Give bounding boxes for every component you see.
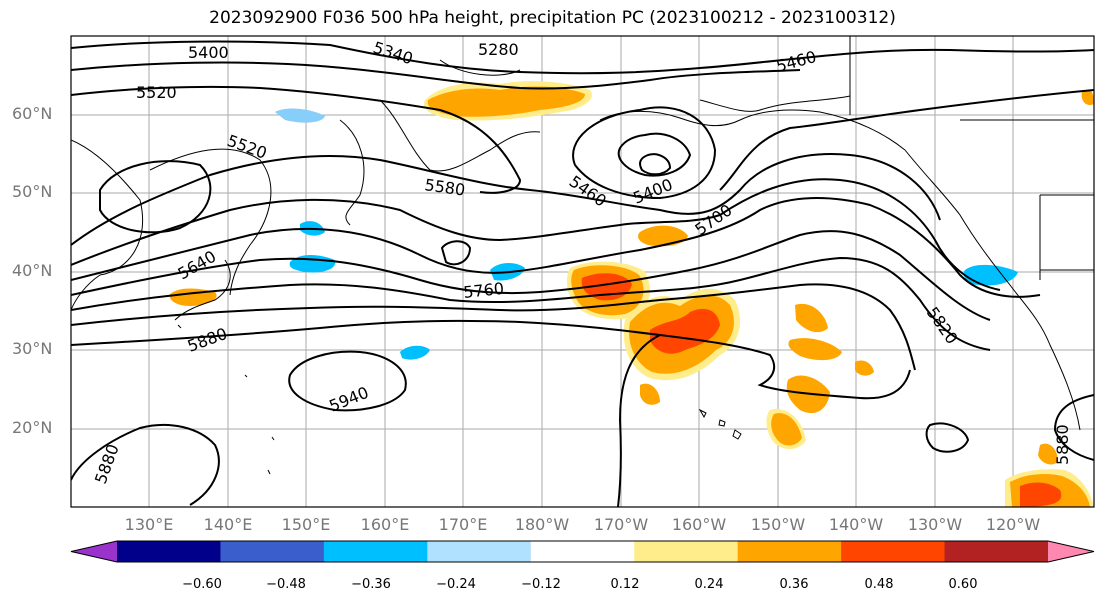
- height-contours: [71, 40, 1094, 507]
- contour-label: 5760: [462, 279, 504, 302]
- closed-contour-west: [99, 160, 212, 234]
- colorbar-outline: [70, 540, 1095, 563]
- lon-label: 150°E: [281, 515, 331, 534]
- contour-label: 5400: [188, 43, 229, 62]
- colorbar-tick-label: 0.24: [694, 577, 724, 592]
- colorbar-tick-label: 0.36: [779, 577, 809, 592]
- colorbar-swatch: [841, 541, 946, 562]
- contour-label: 5880: [1053, 424, 1072, 465]
- lon-label: 140°W: [828, 515, 884, 534]
- colorbar: [70, 540, 1095, 563]
- lat-label: 60°N: [12, 104, 53, 123]
- colorbar-extend-high: [1048, 541, 1094, 562]
- colorbar-swatch: [944, 541, 1049, 562]
- lat-label: 30°N: [12, 339, 53, 358]
- colorbar-tick-label: −0.48: [266, 577, 306, 592]
- lat-label: 20°N: [12, 418, 53, 437]
- lat-label: 50°N: [12, 182, 53, 201]
- lon-label: 140°E: [203, 515, 253, 534]
- colorbar-swatch: [737, 541, 842, 562]
- colorbar-extend-low: [71, 541, 117, 562]
- lon-label: 130°W: [907, 515, 963, 534]
- colorbar-tick-label: −0.12: [521, 577, 561, 592]
- contour-label: 5520: [136, 83, 177, 102]
- lon-label: 180°W: [514, 515, 570, 534]
- colorbar-swatch: [530, 541, 635, 562]
- lon-label: 120°W: [985, 515, 1041, 534]
- lon-label: 170°E: [438, 515, 488, 534]
- colorbar-tick-label: −0.36: [351, 577, 391, 592]
- colorbar-tick-label: −0.24: [436, 577, 476, 592]
- map-title: 2023092900 F036 500 hPa height, precipit…: [209, 8, 896, 28]
- colorbar-swatch: [634, 541, 739, 562]
- lon-label: 170°W: [593, 515, 649, 534]
- map-frame: [70, 35, 1095, 508]
- colorbar-tick-label: 0.48: [864, 577, 894, 592]
- colorbar-tick-label: 0.12: [610, 577, 640, 592]
- colorbar-tick-label: −0.60: [182, 577, 222, 592]
- islands: [177, 324, 742, 475]
- colorbar-swatch: [117, 541, 221, 562]
- colorbar-swatch: [427, 541, 532, 562]
- precip-shading: [169, 81, 1094, 507]
- lon-label: 160°W: [671, 515, 727, 534]
- colorbar-swatch: [220, 541, 325, 562]
- lon-label: 160°E: [360, 515, 410, 534]
- lon-label: 130°E: [124, 515, 174, 534]
- contour-label: 5280: [478, 40, 519, 59]
- colorbar-swatch: [323, 541, 428, 562]
- lon-label: 150°W: [750, 515, 806, 534]
- lat-label: 40°N: [12, 261, 53, 280]
- colorbar-tick-label: 0.60: [948, 577, 978, 592]
